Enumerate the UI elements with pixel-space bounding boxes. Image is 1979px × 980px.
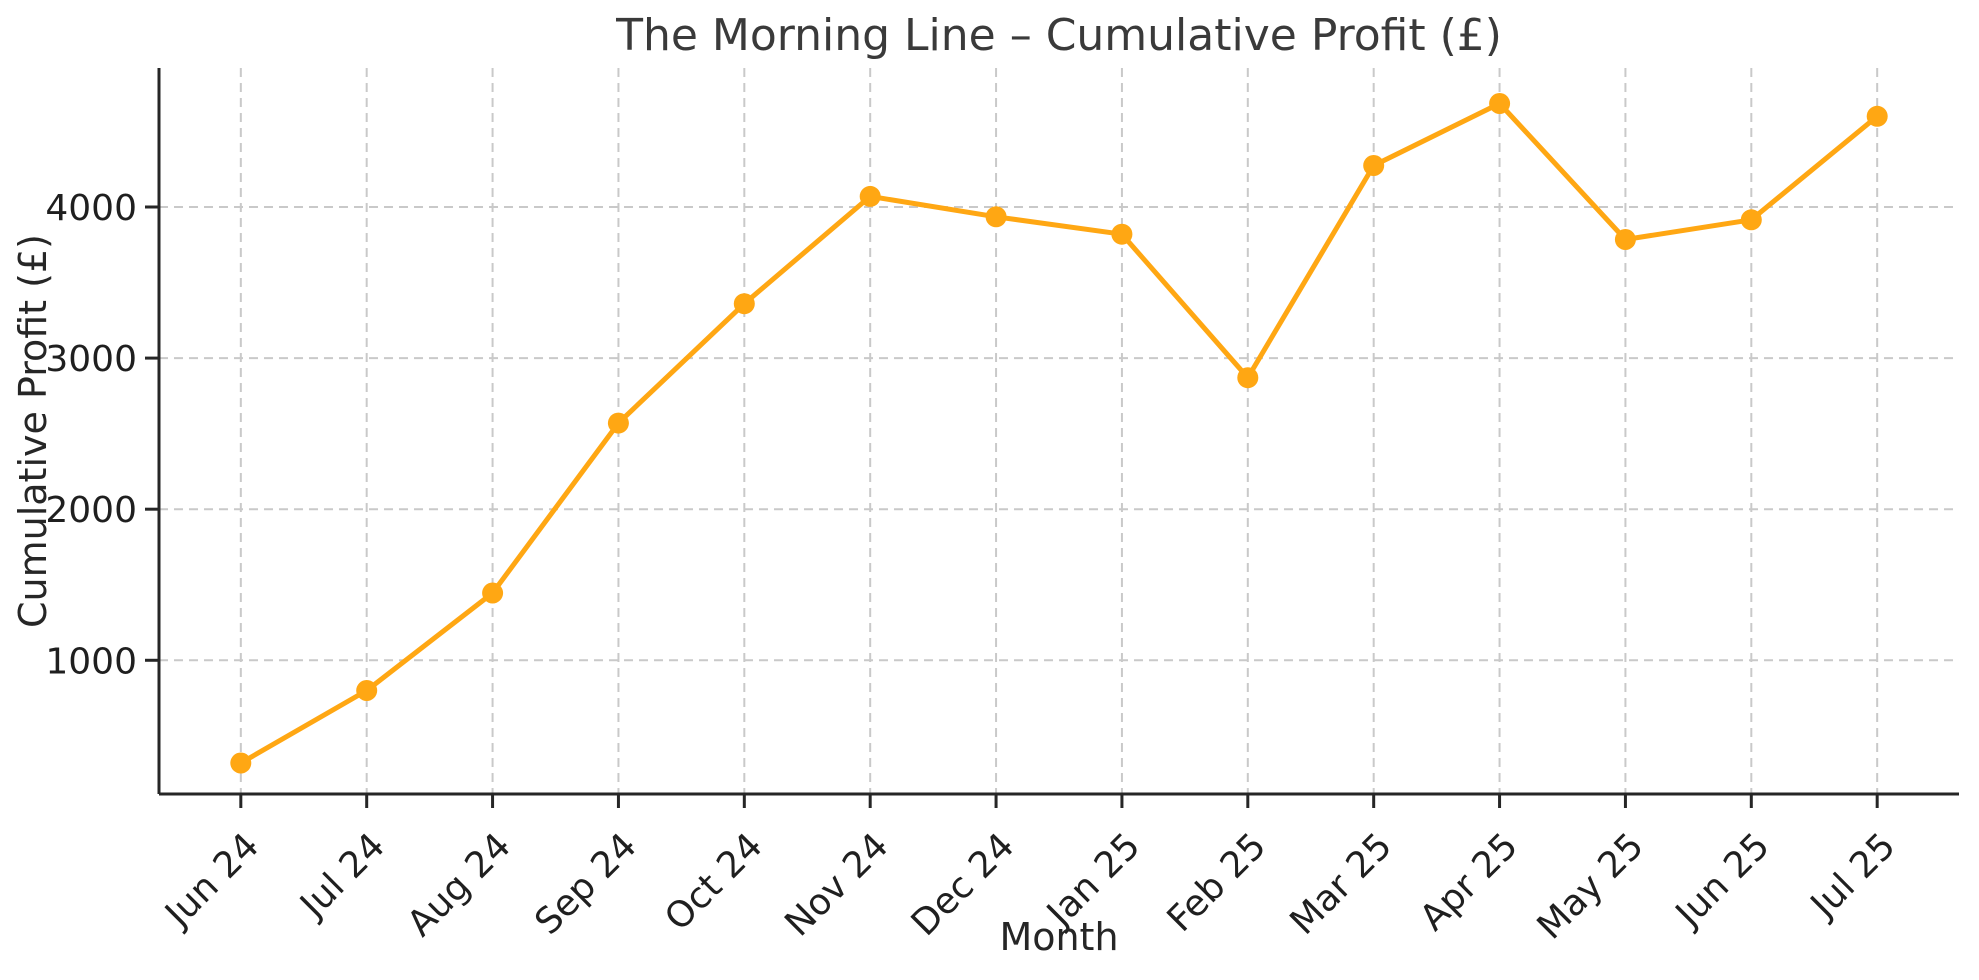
vertical-gridlines bbox=[239, 68, 1879, 794]
x-tick-label: Jul 24 bbox=[291, 825, 393, 927]
x-tick-label: Jun 24 bbox=[157, 825, 268, 936]
horizontal-gridlines bbox=[159, 206, 1959, 662]
x-tick-label: Apr 25 bbox=[1412, 825, 1526, 939]
y-tick-label: 3000 bbox=[45, 339, 137, 380]
x-tick-label: Mar 25 bbox=[1283, 825, 1401, 943]
data-point-marker bbox=[230, 752, 252, 774]
data-point-marker bbox=[985, 206, 1007, 228]
data-point-marker bbox=[482, 582, 504, 604]
data-point-markers bbox=[230, 93, 1888, 774]
data-point-marker bbox=[733, 293, 755, 315]
axes-spines bbox=[157, 68, 1959, 796]
data-point-marker bbox=[1866, 105, 1888, 127]
profit-line-series bbox=[238, 101, 1880, 766]
x-tick-label: Nov 24 bbox=[777, 825, 896, 944]
x-axis-label: Month bbox=[999, 915, 1118, 959]
x-tick-label: Feb 25 bbox=[1160, 825, 1275, 940]
data-point-marker bbox=[607, 412, 629, 434]
data-point-marker bbox=[859, 185, 881, 207]
y-axis-label: Cumulative Profit (£) bbox=[11, 234, 55, 628]
x-tick-label: Oct 24 bbox=[657, 825, 770, 938]
x-tick-label: Jul 25 bbox=[1802, 825, 1904, 927]
x-tick-label: Jun 25 bbox=[1667, 825, 1778, 936]
axis-tick-marks bbox=[145, 205, 1879, 808]
y-axis-tick-labels: 1000 2000 3000 4000 bbox=[45, 188, 137, 682]
data-point-marker bbox=[356, 680, 378, 701]
y-tick-label: 2000 bbox=[45, 490, 137, 531]
data-point-marker bbox=[1111, 223, 1133, 245]
x-tick-label: Sep 24 bbox=[527, 825, 644, 942]
data-point-marker bbox=[1237, 367, 1259, 389]
data-point-marker bbox=[1614, 229, 1636, 250]
chart-title: The Morning Line – Cumulative Profit (£) bbox=[615, 10, 1502, 61]
data-point-marker bbox=[1363, 155, 1385, 176]
x-tick-label: May 25 bbox=[1530, 825, 1652, 947]
y-tick-label: 4000 bbox=[45, 188, 137, 229]
x-tick-label: Aug 24 bbox=[400, 825, 519, 944]
y-tick-label: 1000 bbox=[45, 641, 137, 682]
data-point-marker bbox=[1489, 93, 1511, 114]
data-point-marker bbox=[1740, 209, 1762, 231]
